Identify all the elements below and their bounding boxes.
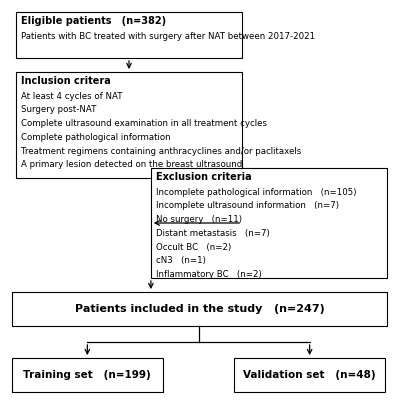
FancyBboxPatch shape	[151, 168, 387, 278]
FancyBboxPatch shape	[234, 358, 385, 392]
Text: cN3   (n=1): cN3 (n=1)	[156, 256, 206, 266]
Text: Occult BC   (n=2): Occult BC (n=2)	[156, 243, 231, 252]
Text: Training set   (n=199): Training set (n=199)	[23, 370, 151, 380]
Text: No surgery   (n=11): No surgery (n=11)	[156, 215, 242, 224]
Text: Inclusion critera: Inclusion critera	[21, 76, 111, 86]
FancyBboxPatch shape	[12, 358, 163, 392]
Text: Surgery post-NAT: Surgery post-NAT	[21, 105, 96, 114]
Text: Eligible patients   (n=382): Eligible patients (n=382)	[21, 16, 166, 26]
Text: Inflammatory BC   (n=2): Inflammatory BC (n=2)	[156, 270, 262, 279]
FancyBboxPatch shape	[16, 72, 242, 178]
Text: Incomplete ultrasound information   (n=7): Incomplete ultrasound information (n=7)	[156, 201, 339, 210]
Text: Exclusion criteria: Exclusion criteria	[156, 172, 252, 182]
Text: Validation set   (n=48): Validation set (n=48)	[243, 370, 376, 380]
Text: Complete ultrasound examination in all treatment cycles: Complete ultrasound examination in all t…	[21, 119, 267, 128]
Text: Incomplete pathological information   (n=105): Incomplete pathological information (n=1…	[156, 188, 357, 196]
Text: A primary lesion detected on the breast ultrasound: A primary lesion detected on the breast …	[21, 160, 242, 170]
Text: Complete pathological information: Complete pathological information	[21, 133, 171, 142]
Text: At least 4 cycles of NAT: At least 4 cycles of NAT	[21, 92, 123, 100]
Text: Patients with BC treated with surgery after NAT between 2017-2021: Patients with BC treated with surgery af…	[21, 32, 315, 40]
FancyBboxPatch shape	[12, 292, 387, 326]
Text: Patients included in the study   (n=247): Patients included in the study (n=247)	[75, 304, 324, 314]
Text: Distant metastasis   (n=7): Distant metastasis (n=7)	[156, 229, 270, 238]
Text: Treatment regimens containing anthracyclines and/or paclitaxels: Treatment regimens containing anthracycl…	[21, 147, 301, 156]
FancyBboxPatch shape	[16, 12, 242, 58]
